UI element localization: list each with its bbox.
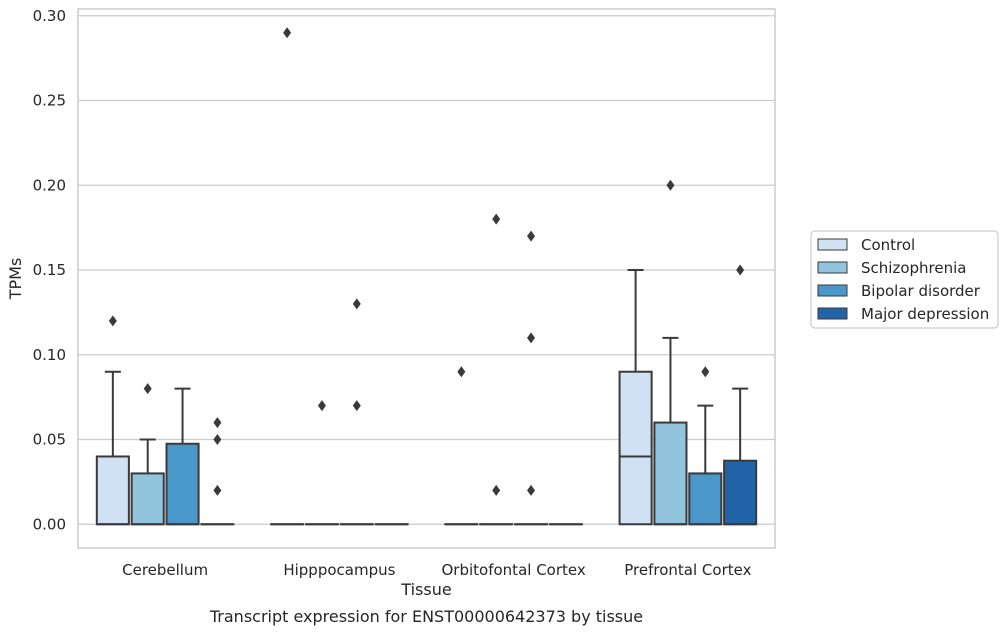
box-body (130, 472, 165, 526)
box-body (95, 455, 130, 526)
box-major-depression (200, 417, 235, 526)
outlier-point (352, 400, 361, 412)
box-plot-series (95, 27, 758, 526)
outlier-point (213, 484, 222, 496)
outlier-point (527, 484, 536, 496)
outlier-point (317, 400, 326, 412)
y-tick-label: 0.20 (33, 176, 66, 194)
box-body (723, 459, 758, 526)
y-tick-label: 0.30 (33, 7, 66, 25)
outlier-point (213, 417, 222, 429)
box-control (95, 315, 130, 526)
legend-entry: Schizophrenia (861, 259, 966, 277)
legend-swatch (817, 238, 848, 251)
outlier-point (108, 315, 117, 327)
box-schizophrenia (304, 400, 339, 526)
box-schizophrenia (479, 213, 514, 526)
plot-frame (77, 8, 776, 549)
legend-entry: Control (861, 236, 915, 254)
box-body (688, 472, 723, 526)
x-tick-label: Prefrontal Cortex (624, 561, 751, 579)
box-schizophrenia (130, 383, 165, 526)
box-body (618, 370, 653, 526)
legend-entry: Major depression (861, 305, 989, 323)
y-axis-ticks: 0.00 0.05 0.10 0.15 0.20 0.25 0.30 (33, 7, 66, 533)
y-tick-label: 0.10 (33, 346, 66, 364)
outlier-point (701, 366, 710, 378)
box-major-depression (723, 264, 758, 526)
outlier-point (283, 27, 292, 39)
legend-entry: Bipolar disorder (861, 282, 981, 300)
box-schizophrenia (653, 179, 688, 526)
box-body (165, 442, 200, 526)
outlier-point (352, 298, 361, 310)
box-bipolar-disorder (688, 366, 723, 526)
outlier-point (492, 213, 501, 225)
box-bipolar-disorder (514, 230, 549, 526)
legend-swatch (817, 261, 848, 274)
chart-caption: Transcript expression for ENST0000064237… (209, 607, 643, 626)
box-control (618, 269, 653, 526)
y-tick-label: 0.15 (33, 261, 66, 279)
box-bipolar-disorder (165, 387, 200, 526)
outlier-point (492, 484, 501, 496)
legend-swatch (817, 284, 848, 297)
box-body (653, 421, 688, 526)
outlier-point (527, 230, 536, 242)
y-tick-label: 0.25 (33, 92, 66, 110)
x-tick-label: Orbitofontal Cortex (442, 561, 586, 579)
legend-frame (810, 230, 999, 329)
y-tick-label: 0.00 (33, 515, 66, 533)
gridlines (78, 15, 775, 525)
outlier-point (143, 383, 152, 395)
outlier-point (527, 332, 536, 344)
outlier-point (213, 434, 222, 446)
x-axis-label: Tissue (400, 580, 451, 599)
y-axis-label: TPMs (6, 258, 25, 301)
y-tick-label: 0.05 (33, 431, 66, 449)
legend: Control Schizophrenia Bipolar disorder Majo… (810, 230, 999, 329)
x-tick-label: Cerebellum (122, 561, 208, 579)
outlier-point (457, 366, 466, 378)
outlier-point (666, 179, 675, 191)
box-control (444, 366, 479, 526)
box-control (270, 27, 305, 526)
legend-swatch (817, 307, 848, 320)
x-tick-label: Hipppocampus (283, 561, 395, 579)
outlier-point (736, 264, 745, 276)
box-bipolar-disorder (339, 298, 374, 526)
x-axis-ticks: Cerebellum Hipppocampus Orbitofontal Corte… (122, 561, 751, 579)
